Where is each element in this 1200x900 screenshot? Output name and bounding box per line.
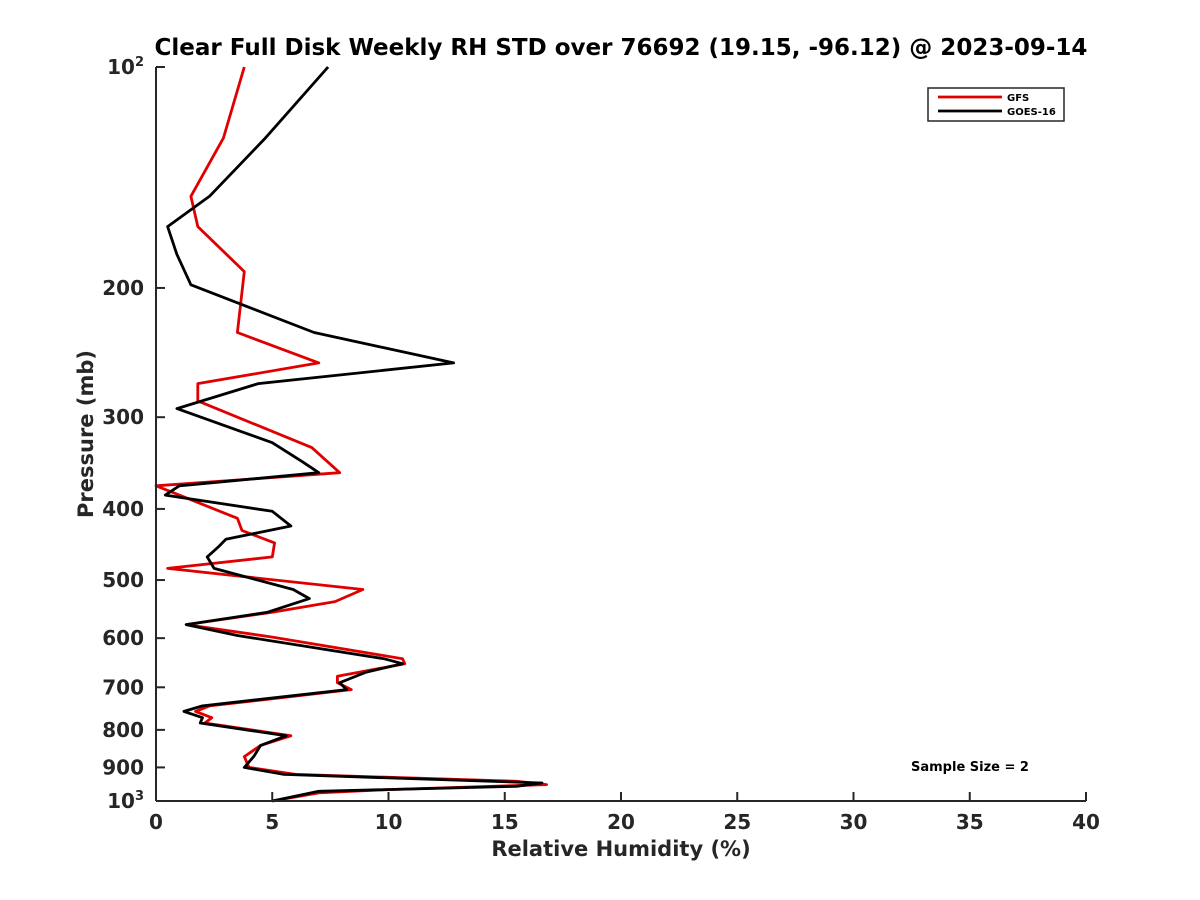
x-tick-label: 20 (607, 810, 635, 834)
y-tick-label: 300 (102, 405, 144, 429)
x-axis-label: Relative Humidity (%) (491, 837, 750, 861)
y-tick-label: 500 (102, 568, 144, 592)
x-tick-label: 0 (149, 810, 163, 834)
x-tick-label: 25 (723, 810, 751, 834)
y-tick-label: 700 (102, 675, 144, 699)
y-tick-label: 900 (102, 755, 144, 779)
x-axis-ticks: 0 5 10 15 20 25 30 35 40 (149, 792, 1100, 834)
y-tick-label: 600 (102, 626, 144, 650)
y-axis-label: Pressure (mb) (74, 350, 98, 518)
x-tick-label: 15 (491, 810, 519, 834)
series-line-goes-16 (163, 66, 544, 803)
y-tick-label: 200 (102, 276, 144, 300)
y-tick-label: 400 (102, 497, 144, 521)
sample-size-annotation: Sample Size = 2 (911, 760, 1029, 775)
series-layer (154, 66, 548, 803)
legend: GFS GOES-16 (927, 87, 1065, 122)
y-axis-ticks: 102 200 300 400 500 600 700 800 900 103 (102, 55, 165, 813)
legend-label-gfs: GFS (1007, 93, 1029, 104)
y-tick-label: 800 (102, 718, 144, 742)
x-tick-label: 35 (956, 810, 984, 834)
chart-title: Clear Full Disk Weekly RH STD over 76692… (155, 35, 1088, 61)
x-tick-label: 5 (265, 810, 279, 834)
x-tick-label: 30 (840, 810, 868, 834)
legend-box (927, 87, 1065, 122)
y-tick-label: 102 (107, 55, 144, 79)
x-tick-label: 10 (375, 810, 403, 834)
y-tick-label: 103 (107, 789, 144, 813)
legend-label-goes-16: GOES-16 (1007, 107, 1056, 118)
x-tick-label: 40 (1072, 810, 1100, 834)
